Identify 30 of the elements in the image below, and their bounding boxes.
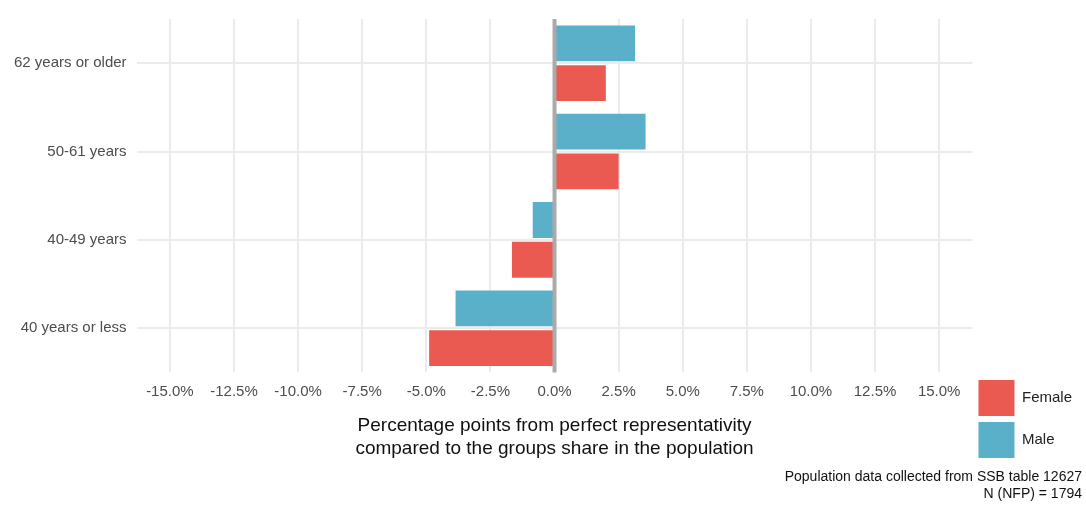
x-tick-label: 0.0%	[537, 381, 572, 399]
x-tick-label: 5.0%	[665, 381, 700, 399]
bar	[429, 330, 554, 366]
bar	[455, 290, 554, 327]
bar	[555, 65, 606, 101]
x-tick-label: -5.0%	[406, 381, 446, 399]
text: N (NFP) = 1794	[982, 485, 1082, 502]
bar	[555, 25, 636, 62]
y-tick-label: 50-61 years	[47, 141, 127, 159]
x-tick-label: 15.0%	[917, 381, 961, 399]
x-axis-title: Percentage points from perfect representativity compared to the groups share in the population	[355, 414, 754, 458]
x-tick-label: -2.5%	[470, 381, 511, 399]
bar	[511, 241, 554, 278]
x-tick-label: 2.5%	[601, 381, 636, 399]
bar	[532, 202, 554, 238]
y-tick-label: 62 years or older	[14, 53, 127, 71]
y-tick-label: 40 years or less	[20, 318, 127, 336]
x-tick-label: -10.0%	[274, 381, 322, 399]
x-tick-label: 7.5%	[729, 381, 764, 399]
x-tick-label: 10.0%	[789, 381, 833, 399]
x-tick-label: 12.5%	[853, 381, 897, 399]
x-tick-label: -15.0%	[146, 381, 194, 399]
x-tick-label: -7.5%	[342, 381, 382, 399]
bar	[555, 113, 646, 150]
bar	[555, 153, 619, 190]
text: Population data collected from SSB table 12627	[784, 468, 1082, 485]
legend-label: Male	[1021, 430, 1055, 448]
x-tick-label: -12.5%	[210, 381, 258, 399]
legend-label: Female	[1021, 388, 1073, 406]
y-tick-label: 40-49 years	[47, 230, 127, 248]
